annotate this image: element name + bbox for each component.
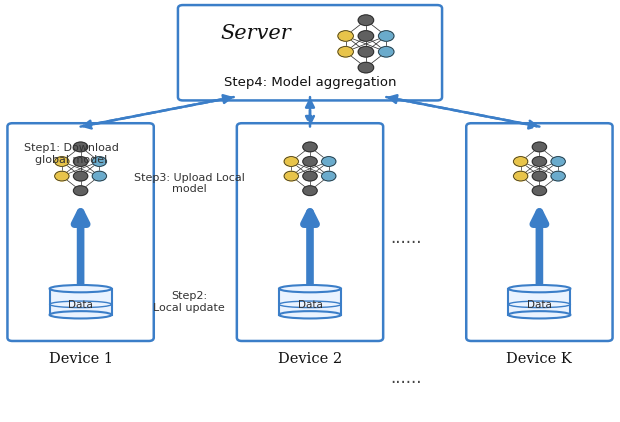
Circle shape <box>303 142 317 152</box>
Circle shape <box>358 46 374 57</box>
Circle shape <box>532 142 547 152</box>
Text: Step2:
Local update: Step2: Local update <box>153 291 225 313</box>
Text: Step3: Upload Local
model: Step3: Upload Local model <box>134 173 244 195</box>
FancyBboxPatch shape <box>237 123 383 341</box>
Text: ......: ...... <box>391 369 422 387</box>
Ellipse shape <box>50 285 112 292</box>
Circle shape <box>284 171 298 181</box>
FancyBboxPatch shape <box>7 123 154 341</box>
Circle shape <box>322 157 336 166</box>
Text: Device K: Device K <box>507 352 572 366</box>
Ellipse shape <box>279 285 341 292</box>
Circle shape <box>358 31 374 41</box>
Circle shape <box>338 46 353 57</box>
Circle shape <box>303 171 317 181</box>
Text: Data: Data <box>298 300 322 310</box>
Circle shape <box>358 15 374 25</box>
Text: Data: Data <box>68 300 93 310</box>
Circle shape <box>303 186 317 195</box>
Text: Server: Server <box>220 24 291 43</box>
Circle shape <box>532 171 547 181</box>
Text: Step1: Download
global model: Step1: Download global model <box>24 143 119 165</box>
Circle shape <box>284 157 298 166</box>
Text: ......: ...... <box>391 230 422 247</box>
Ellipse shape <box>279 311 341 319</box>
Circle shape <box>551 171 565 181</box>
Bar <box>50 289 112 315</box>
Circle shape <box>73 186 88 195</box>
Ellipse shape <box>508 311 570 319</box>
Circle shape <box>55 157 69 166</box>
Bar <box>508 289 570 315</box>
Text: Data: Data <box>527 300 552 310</box>
Circle shape <box>92 157 107 166</box>
Circle shape <box>358 62 374 73</box>
Circle shape <box>338 31 353 41</box>
FancyBboxPatch shape <box>178 5 442 100</box>
Circle shape <box>378 46 394 57</box>
Circle shape <box>73 171 88 181</box>
Circle shape <box>73 142 88 152</box>
Text: Step4: Model aggregation: Step4: Model aggregation <box>224 76 396 89</box>
Text: Device 1: Device 1 <box>48 352 113 366</box>
Circle shape <box>513 171 528 181</box>
Ellipse shape <box>508 285 570 292</box>
Bar <box>279 289 341 315</box>
Circle shape <box>73 157 88 166</box>
Text: Device 2: Device 2 <box>278 352 342 366</box>
Circle shape <box>513 157 528 166</box>
FancyBboxPatch shape <box>466 123 613 341</box>
Circle shape <box>55 171 69 181</box>
Circle shape <box>303 157 317 166</box>
Circle shape <box>92 171 107 181</box>
Circle shape <box>551 157 565 166</box>
Circle shape <box>532 157 547 166</box>
Circle shape <box>322 171 336 181</box>
Circle shape <box>532 186 547 195</box>
Circle shape <box>378 31 394 41</box>
Ellipse shape <box>50 311 112 319</box>
